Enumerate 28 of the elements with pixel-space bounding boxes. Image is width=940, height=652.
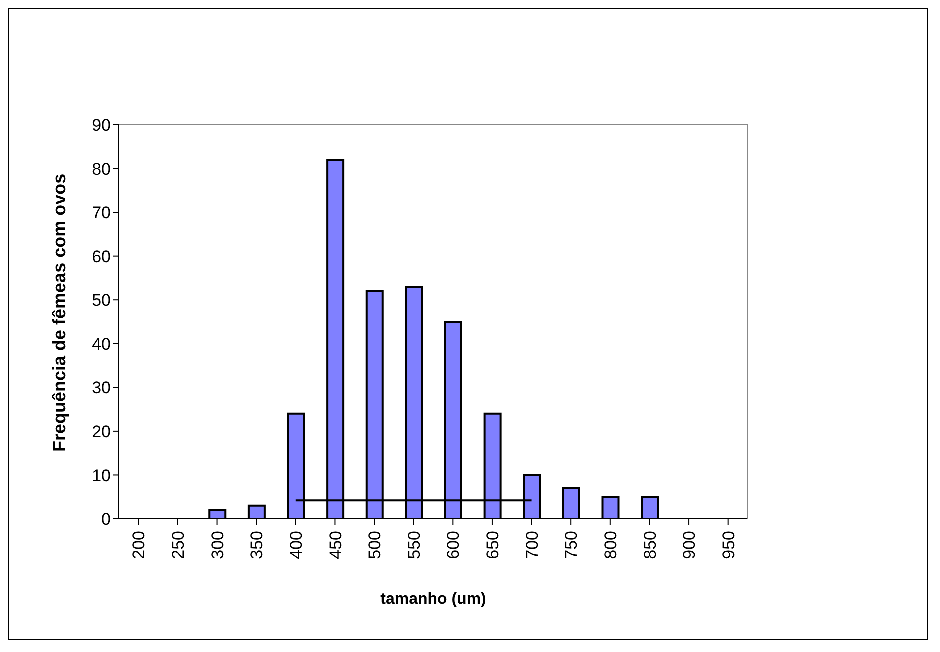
y-axis-title: Frequência de fêmeas com ovos xyxy=(49,174,70,452)
y-tick-label: 20 xyxy=(92,422,111,442)
y-tick-label: 10 xyxy=(92,466,111,486)
x-tick-label: 300 xyxy=(208,531,228,560)
y-tick-label: 60 xyxy=(92,247,111,266)
x-tick-label: 200 xyxy=(130,531,149,560)
x-tick-label: 550 xyxy=(404,531,424,560)
x-tick-label: 600 xyxy=(444,531,464,560)
x-tick-label: 650 xyxy=(484,531,503,560)
x-tick-label: 850 xyxy=(640,531,660,560)
x-tick-label: 500 xyxy=(366,531,385,560)
y-tick-label: 90 xyxy=(92,116,111,136)
y-tick-label: 80 xyxy=(92,160,111,179)
y-tick-label: 0 xyxy=(102,510,111,530)
x-tick-label: 450 xyxy=(326,531,346,560)
x-tick-label: 750 xyxy=(562,531,582,560)
x-axis-title: tamanho (um) xyxy=(380,591,486,608)
x-tick-label: 250 xyxy=(169,531,188,560)
y-tick-label: 50 xyxy=(92,291,111,310)
y-tick-label: 40 xyxy=(92,334,111,354)
x-tick-label: 350 xyxy=(248,531,267,560)
x-tick-label: 700 xyxy=(522,531,542,560)
x-tick-label: 900 xyxy=(680,531,700,560)
x-tick-label: 400 xyxy=(286,531,306,560)
x-tick-label: 950 xyxy=(719,531,738,560)
y-tick-label: 70 xyxy=(92,204,111,223)
y-tick-label: 30 xyxy=(92,378,111,398)
x-tick-label: 800 xyxy=(601,531,620,560)
